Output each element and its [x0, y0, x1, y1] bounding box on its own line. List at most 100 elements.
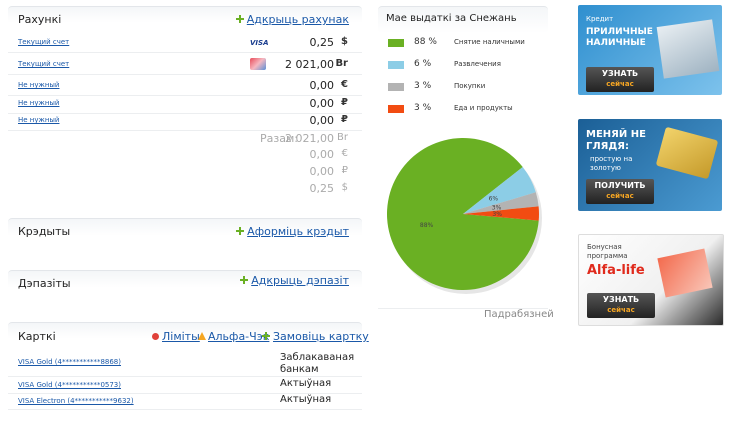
order-card-link[interactable]: Замовіць картку [262, 330, 369, 343]
card-name[interactable]: VISA Electron (4***********9632) [18, 397, 134, 405]
banner-headline: ПРИЛИЧНЫЕ НАЛИЧНЫЕ [586, 27, 653, 48]
account-name[interactable]: Не нужный [18, 81, 60, 89]
total-row: 0,25 $ [8, 181, 362, 198]
account-name[interactable]: Не нужный [18, 99, 60, 107]
alfa-check-link[interactable]: Альфа-Чэк [198, 330, 269, 343]
account-row: Не нужный 0,00 ₽ [8, 96, 362, 114]
legend-value: 3 % [414, 103, 432, 113]
banner-credit[interactable]: Кредит ПРИЛИЧНЫЕ НАЛИЧНЫЕ УЗНАТЬ сейчас [578, 5, 722, 95]
deposit-text[interactable]: Адкрыць дэпазіт [251, 274, 349, 287]
total-row: Разам: 2 021,00 Br [8, 131, 362, 148]
pie-slice [463, 206, 539, 221]
legend-label: Снятие наличными [454, 38, 525, 46]
deposit-link[interactable]: Адкрыць дэпазіт [240, 274, 349, 287]
account-currency: $ [341, 36, 348, 47]
card-status: Заблакаваная банкам [280, 352, 355, 375]
pie-slice [463, 192, 539, 214]
card-row: VISA Gold (4***********8868) Заблакаваная… [8, 352, 362, 377]
limits-link[interactable]: Ліміты [152, 330, 200, 343]
spending-header [378, 6, 548, 33]
total-amount: 0,25 [309, 182, 335, 195]
legend-label: Развлечения [454, 60, 501, 68]
total-amount: 0,00 [309, 165, 335, 178]
divider [378, 308, 548, 309]
more-link[interactable]: Падрабязней [484, 309, 554, 320]
cards-header [8, 322, 362, 349]
credits-header [8, 218, 362, 247]
banner-kicker: Кредит [586, 15, 614, 23]
order-card-text[interactable]: Замовіць картку [273, 330, 369, 343]
legend-label: Еда и продукты [454, 104, 513, 112]
deposits-header [8, 270, 362, 299]
legend-item: 6 % Развлечения [388, 59, 548, 73]
card-name[interactable]: VISA Gold (4***********0573) [18, 381, 121, 389]
card-status: Актыўная [280, 378, 332, 389]
banner-alfa-life[interactable]: Бонусная программа Alfa-life УЗНАТЬ сейча… [578, 234, 724, 326]
credit-text[interactable]: Аформіць крэдыт [247, 225, 349, 238]
card-row: VISA Gold (4***********0573) Актыўная [8, 378, 362, 394]
banner-button[interactable]: УЗНАТЬ сейчас [587, 293, 655, 318]
card-row: VISA Electron (4***********9632) Актыўная [8, 394, 362, 410]
account-row: Не нужный 0,00 ₽ [8, 113, 362, 131]
legend-swatch [388, 39, 404, 47]
account-amount: 0,00 [309, 97, 335, 110]
banner-button-sub: сейчас [606, 80, 634, 88]
card-logo: VISA [250, 39, 269, 47]
slice-label: 88% [420, 222, 434, 229]
card-icon [250, 58, 266, 70]
account-name[interactable]: Не нужный [18, 116, 60, 124]
banner-image [656, 19, 720, 79]
slice-label: 6% [489, 195, 499, 202]
spending-pie: 88% 6% 3%3% [387, 138, 542, 294]
legend-swatch [388, 105, 404, 113]
banner-button-text: ПОЛУЧИТЬ [594, 181, 646, 190]
legend-item: 88 % Снятие наличными [388, 37, 548, 51]
slice-label: 3% [492, 211, 502, 218]
banner-button-text: УЗНАТЬ [601, 69, 639, 78]
total-currency: $ [341, 182, 348, 193]
plus-icon [235, 15, 244, 23]
banner-button[interactable]: ПОЛУЧИТЬ сейчас [586, 179, 654, 204]
alfa-check-text[interactable]: Альфа-Чэк [208, 330, 270, 343]
plus-icon [240, 276, 249, 284]
account-amount: 0,25 [309, 36, 335, 49]
accounts-header [8, 6, 362, 33]
credit-link[interactable]: Аформіць крэдыт [236, 225, 349, 238]
account-name[interactable]: Текущий счет [18, 38, 70, 46]
limits-icon [152, 333, 159, 340]
card-status: Актыўная [280, 394, 332, 405]
legend-value: 88 % [414, 37, 437, 47]
total-amount: 0,00 [309, 148, 335, 161]
banner-image [657, 248, 713, 298]
total-row: 0,00 € [8, 147, 362, 164]
pie-slice [463, 167, 536, 214]
total-row: 0,00 ₽ [8, 164, 362, 181]
account-currency: € [341, 79, 348, 90]
total-currency: € [341, 148, 348, 159]
banner-button[interactable]: УЗНАТЬ сейчас [586, 67, 654, 92]
open-account-link[interactable]: Адкрыць рахунак [235, 13, 349, 26]
legend-item: 3 % Еда и продукты [388, 103, 548, 117]
legend-value: 6 % [414, 59, 432, 69]
account-amount: 2 021,00 [285, 58, 334, 71]
accounts-title: Рахункі [18, 13, 62, 26]
open-account-text[interactable]: Адкрыць рахунак [246, 13, 349, 26]
credits-title: Крэдыты [18, 225, 71, 238]
banner-button-sub: сейчас [607, 306, 635, 314]
spending-title: Мае выдаткі за Снежань [386, 13, 517, 24]
account-currency: Br [335, 58, 348, 69]
account-name[interactable]: Текущий счет [18, 60, 70, 68]
account-amount: 0,00 [309, 79, 335, 92]
card-name[interactable]: VISA Gold (4***********8868) [18, 358, 121, 366]
banner-headline: МЕНЯЙ НЕ ГЛЯДЯ: [586, 129, 646, 152]
banner-button-text: УЗНАТЬ [602, 295, 640, 304]
limits-text[interactable]: Ліміты [162, 330, 200, 343]
account-row: Текущий счет VISA 0,25 $ [8, 35, 362, 53]
pie-slice [387, 138, 539, 290]
plus-icon [236, 227, 245, 235]
banner-image [655, 126, 719, 180]
legend-swatch [388, 83, 404, 91]
banner-gold[interactable]: МЕНЯЙ НЕ ГЛЯДЯ: простую на золотую ПОЛУЧ… [578, 119, 722, 211]
account-row: Не нужный 0,00 € [8, 78, 362, 96]
